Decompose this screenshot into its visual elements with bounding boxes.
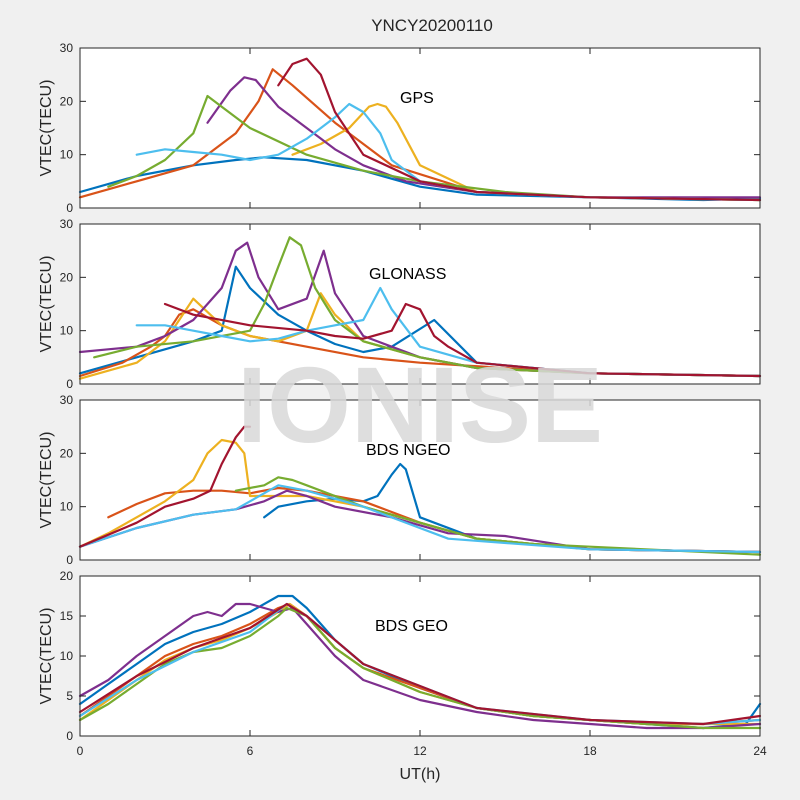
series-line-6 (78, 484, 762, 554)
series-line-5 (93, 236, 762, 378)
x-tick-label: 12 (413, 744, 427, 758)
y-tick-label: 20 (60, 270, 74, 284)
panel-label: GLONASS (369, 266, 446, 283)
y-tick-label: 10 (60, 500, 74, 514)
watermark: IONISE (237, 344, 603, 465)
series-lines (78, 236, 762, 380)
y-tick-label: 5 (66, 689, 73, 703)
series-line-5 (107, 94, 762, 202)
y-axis-label: VTEC(TECU) (38, 432, 55, 529)
axes-frame (79, 223, 761, 385)
y-tick-label: 0 (66, 377, 73, 391)
x-ticks: 0 6 12 18 24 (77, 576, 767, 758)
y-tick-label: 30 (60, 393, 74, 407)
y-axis-label: VTEC(TECU) (38, 80, 55, 177)
panel-bds-ngeo: 0 10 20 30 VTEC(TECU) BDS NGEO (38, 393, 762, 567)
series-line-7 (78, 425, 252, 548)
y-tick-label: 10 (60, 649, 74, 663)
y-tick-label: 0 (66, 553, 73, 567)
y-tick-label: 20 (60, 446, 74, 460)
axes-frame (79, 47, 761, 209)
axes-frame (79, 575, 761, 737)
y-tick-label: 0 (66, 201, 73, 215)
panel-bds-geo: 0 5 10 15 20 0 6 12 18 24 VTEC(TECU) BDS GEO (38, 569, 767, 758)
y-tick-label: 15 (60, 609, 74, 623)
series-lines (78, 57, 762, 202)
y-axis-label: VTEC(TECU) (38, 608, 55, 705)
x-tick-label: 18 (583, 744, 597, 758)
axes-frame (79, 399, 761, 561)
y-tick-label: 30 (60, 217, 74, 231)
y-tick-label: 0 (66, 729, 73, 743)
panel-label: GPS (400, 90, 434, 107)
chart-title: YNCY20200110 (371, 16, 493, 35)
y-tick-label: 20 (60, 94, 74, 108)
x-tick-label: 6 (247, 744, 254, 758)
y-tick-label: 10 (60, 324, 74, 338)
series-line-5 (234, 476, 762, 556)
panel-glonass: 0 10 20 30 VTEC(TECU) GLONASS (38, 217, 762, 391)
series-line-6 (135, 286, 762, 378)
series-line-7 (78, 602, 762, 726)
x-axis-label: UT(h) (400, 766, 441, 783)
series-line-7 (277, 57, 762, 202)
x-tick-label: 0 (77, 744, 84, 758)
y-tick-label: 10 (60, 148, 74, 162)
panel-gps: 0 10 20 30 VTEC(TECU) GPS (38, 41, 762, 215)
axes-background (79, 575, 761, 737)
y-axis-label: VTEC(TECU) (38, 256, 55, 353)
series-lines (78, 594, 762, 730)
y-ticks: 0 10 20 30 (60, 393, 760, 567)
series-lines (78, 425, 762, 556)
y-tick-label: 30 (60, 41, 74, 55)
panel-label: BDS GEO (375, 618, 448, 635)
series-line-7 (163, 302, 762, 378)
y-tick-label: 20 (60, 569, 74, 583)
panel-label: BDS NGEO (366, 442, 450, 459)
x-tick-label: 24 (753, 744, 767, 758)
